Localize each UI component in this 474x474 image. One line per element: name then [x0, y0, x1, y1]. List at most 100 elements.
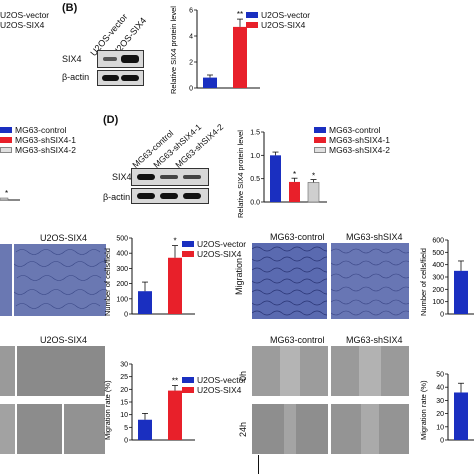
legend-item: MG63-shSIX4-1 — [0, 135, 76, 145]
y-tick-label: 0.0 — [250, 200, 260, 207]
legend-swatch — [314, 147, 326, 153]
wound-gap — [280, 346, 300, 396]
y-axis-label: Relative SIX4 protein level — [236, 130, 245, 218]
y-tick-label: 30 — [120, 362, 128, 369]
y-tick-label: 6 — [189, 8, 193, 15]
micrograph — [251, 243, 333, 319]
wound-gap — [284, 404, 296, 454]
y-tick-label: 20 — [436, 411, 444, 418]
migration-u2os-legend: U2OS-vector U2OS-SIX4 — [182, 239, 246, 259]
blot-band — [137, 193, 155, 199]
legend-item: U2OS-vector — [182, 375, 246, 385]
wound-image — [331, 404, 409, 454]
micrograph — [330, 243, 412, 319]
western-blot-six4 — [97, 50, 144, 68]
significance-mark: ** — [172, 377, 178, 386]
wound-image — [0, 346, 15, 396]
blot-band — [121, 55, 139, 63]
chart-body: 0 5 10 15 20 25 30 ** — [120, 362, 195, 445]
wound-image — [252, 404, 328, 454]
significance-mark: ** — [237, 10, 243, 19]
blot-band — [102, 75, 119, 81]
y-tick-label: 200 — [116, 281, 128, 288]
bar — [138, 419, 152, 440]
legend-swatch — [0, 127, 12, 133]
y-tick-label: 500 — [116, 236, 128, 243]
legend-item: U2OS-SIX4 — [182, 249, 246, 259]
legend-item: MG63-control — [314, 125, 390, 135]
y-tick-label: 1.5 — [250, 130, 260, 137]
y-axis-label: Relative SIX4 protein level — [169, 6, 178, 94]
bar — [307, 182, 320, 203]
y-tick-label: 0 — [189, 86, 193, 93]
bar — [168, 390, 182, 440]
wound-image — [331, 346, 409, 396]
blot-band — [160, 175, 178, 179]
time-label: 0h — [238, 370, 248, 381]
wound-image — [0, 404, 15, 454]
migration-u2os-chart: Number of cells/field 0 100 200 300 400 500 * — [103, 236, 195, 319]
western-blot-actin — [97, 70, 144, 86]
y-tick-label: 50 — [436, 372, 444, 379]
chart-body: 0 2 4 6 ** — [189, 8, 260, 93]
bar — [203, 77, 217, 88]
legend-swatch — [246, 22, 258, 28]
y-tick-label: 400 — [116, 251, 128, 258]
blot-band — [103, 57, 117, 61]
y-axis-label: Number of cells/field — [419, 248, 428, 316]
panel-b-letter: (B) — [62, 2, 78, 14]
legend-item: U2OS-SIX4 — [182, 385, 246, 395]
image-column-label: U2OS-SIX4 — [40, 233, 88, 243]
legend-swatch — [314, 127, 326, 133]
y-tick-label: 0 — [440, 438, 444, 445]
wound-gap — [359, 346, 381, 396]
panel-d-legend: MG63-control MG63-shSIX4-1 MG63-shSIX4-2 — [314, 125, 390, 155]
blot-band — [183, 193, 201, 199]
legend-item: MG63-control — [0, 125, 76, 135]
legend-item: U2OS-SIX4 — [0, 20, 45, 30]
panel-d-chart: Relative SIX4 protein level 0.0 0.5 1.0 1.5… — [236, 130, 327, 218]
time-label: 24h — [238, 421, 248, 437]
legend-item: MG63-shSIX4-1 — [314, 135, 390, 145]
legend-swatch — [0, 137, 12, 143]
legend-swatch — [182, 241, 194, 247]
micrograph — [13, 244, 111, 316]
panel-a-legend: U2OS-vector U2OS-SIX4 — [0, 10, 49, 30]
chart-body: 0 100 200 300 400 500 * — [116, 236, 195, 319]
significance-mark: * — [312, 172, 315, 181]
micrograph — [0, 244, 12, 316]
y-tick-label: 25 — [120, 374, 128, 381]
legend-swatch — [182, 387, 194, 393]
legend-item: U2OS-SIX4 — [246, 20, 310, 30]
bar — [138, 291, 152, 314]
bar — [233, 26, 247, 88]
y-axis-label: Number of cells/field — [103, 248, 112, 316]
y-tick-label: 100 — [116, 296, 128, 303]
blot-row-label: SIX4 — [62, 54, 82, 64]
y-tick-label: 300 — [432, 275, 444, 282]
y-tick-label: 400 — [432, 262, 444, 269]
chart-body: 0 10 20 30 40 50 — [436, 372, 474, 445]
legend-swatch — [0, 147, 12, 153]
legend-item: MG63-shSIX4-2 — [0, 145, 76, 155]
y-tick-label: 15 — [120, 400, 128, 407]
legend-item: U2OS-vector — [0, 10, 50, 20]
legend-item: U2OS-vector — [182, 239, 246, 249]
y-tick-label: 300 — [116, 266, 128, 273]
y-tick-label: 5 — [124, 425, 128, 432]
wound-image — [17, 346, 105, 396]
y-tick-label: 20 — [120, 387, 128, 394]
wound-image — [17, 404, 62, 454]
significance-mark: * — [173, 237, 176, 246]
micrograph-texture — [330, 248, 412, 316]
wound-image — [252, 346, 328, 396]
wound-image — [64, 404, 105, 454]
y-tick-label: 10 — [436, 424, 444, 431]
image-column-label: MG63-shSIX4 — [346, 335, 403, 345]
divider-line — [258, 455, 259, 474]
y-tick-label: 40 — [436, 385, 444, 392]
y-tick-label: 0 — [124, 438, 128, 445]
y-tick-label: 1.0 — [250, 153, 260, 160]
blot-row-label: SIX4 — [112, 172, 132, 182]
bar — [454, 392, 468, 440]
